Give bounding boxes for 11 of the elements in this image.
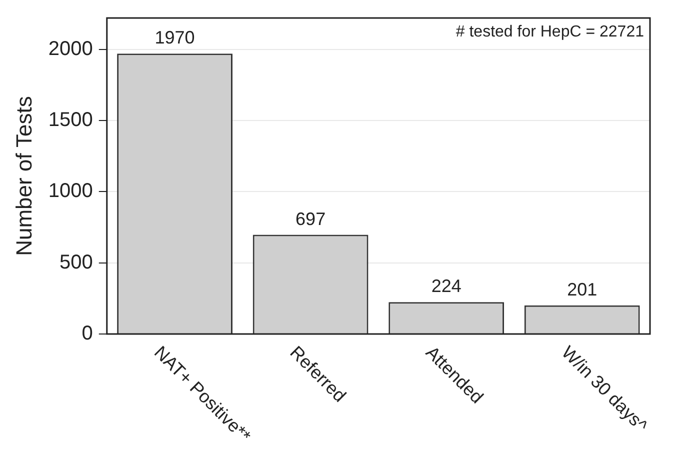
data-label: 1970 (154, 28, 195, 48)
data-label: 697 (296, 208, 326, 229)
y-tick-label: 2000 (48, 38, 93, 60)
data-label: 201 (567, 279, 598, 300)
y-tick-label: 0 (82, 322, 93, 345)
y-tick-label: 1000 (48, 180, 93, 202)
y-axis-title: Number of Tests (11, 96, 36, 256)
annotation: # tested for HepC = 22721 (456, 23, 644, 40)
data-label: 224 (431, 276, 462, 296)
y-tick-label: 500 (60, 251, 93, 274)
y-tick-label: 1500 (48, 109, 93, 131)
